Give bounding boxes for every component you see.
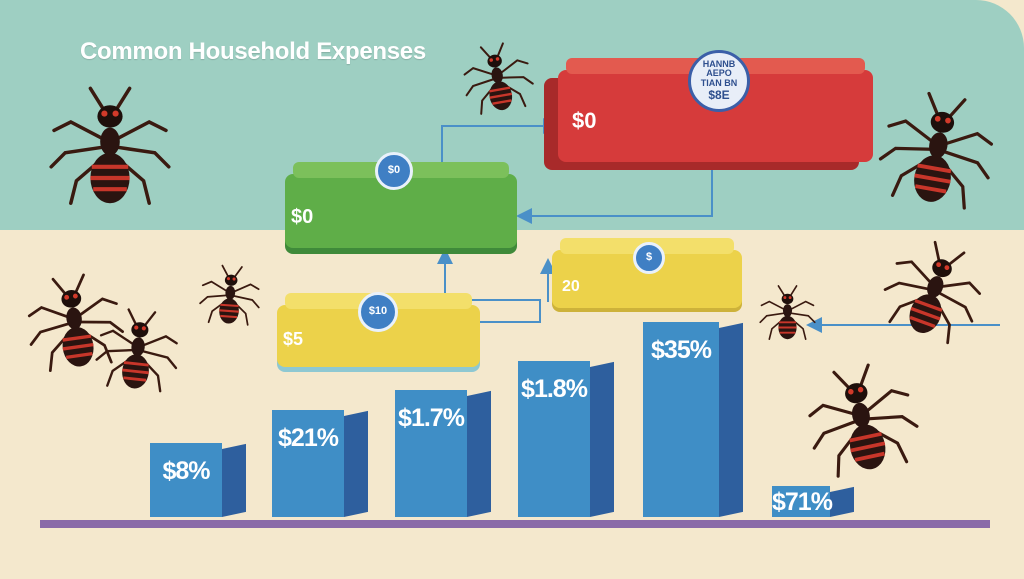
ant-icon bbox=[878, 91, 993, 210]
ant-icon bbox=[49, 86, 171, 205]
bar-side bbox=[222, 443, 246, 517]
bar-front bbox=[272, 410, 344, 517]
bar-5: $35% bbox=[643, 322, 745, 517]
arrow-green-to-red bbox=[441, 118, 559, 168]
bar-side bbox=[590, 361, 614, 517]
bar-6: $71% bbox=[772, 486, 856, 517]
bar-side bbox=[719, 322, 743, 517]
arrow-right-to-green bbox=[516, 168, 713, 224]
bar-label: $21% bbox=[278, 424, 339, 452]
bar-front bbox=[395, 390, 467, 517]
yellow-left-coin-icon: $10 bbox=[358, 292, 398, 332]
yellow-right-box-label: 20 bbox=[562, 278, 580, 295]
red-box-badge-icon: HANNB AEPO TIAN BN $8E bbox=[688, 50, 750, 112]
bar-side bbox=[344, 410, 368, 517]
ant-icon bbox=[808, 363, 919, 478]
bar-4: $1.8% bbox=[518, 361, 616, 517]
badge-line-3: $8E bbox=[708, 88, 730, 103]
page-title: Common Household Expenses bbox=[80, 38, 426, 65]
bar-front bbox=[772, 486, 830, 517]
green-box-coin-icon: $0 bbox=[375, 152, 413, 190]
ant-icon bbox=[199, 264, 260, 326]
badge-line-2: TIAN BN bbox=[700, 78, 738, 89]
baseline bbox=[40, 520, 990, 528]
yellow-left-box-label: $5 bbox=[283, 329, 304, 349]
arrow-yellow-to-green bbox=[437, 248, 541, 323]
bar-label: $1.7% bbox=[398, 404, 465, 432]
green-box-label: $0 bbox=[291, 206, 314, 228]
yellow-right-coin-icon: $ bbox=[633, 242, 665, 274]
bar-label: $1.8% bbox=[521, 375, 588, 403]
badge-line-1: HANNB AEPO bbox=[702, 58, 736, 79]
red-box-label: $0 bbox=[572, 108, 597, 133]
ant-icon bbox=[883, 240, 981, 345]
bar-label: $35% bbox=[651, 336, 712, 364]
bar-label: $71% bbox=[772, 488, 833, 516]
bar-2: $21% bbox=[272, 410, 370, 517]
bar-label: $8% bbox=[162, 457, 210, 485]
bar-side bbox=[467, 390, 491, 517]
ant-icon bbox=[463, 42, 534, 115]
ant-icon bbox=[759, 285, 816, 341]
bar-1: $8% bbox=[150, 443, 248, 517]
bar-front bbox=[150, 443, 222, 517]
bar-front bbox=[643, 322, 719, 517]
bar-3: $1.7% bbox=[395, 390, 493, 517]
ant-icon bbox=[95, 308, 178, 393]
ant-icon bbox=[27, 273, 124, 373]
bar-front bbox=[518, 361, 590, 517]
